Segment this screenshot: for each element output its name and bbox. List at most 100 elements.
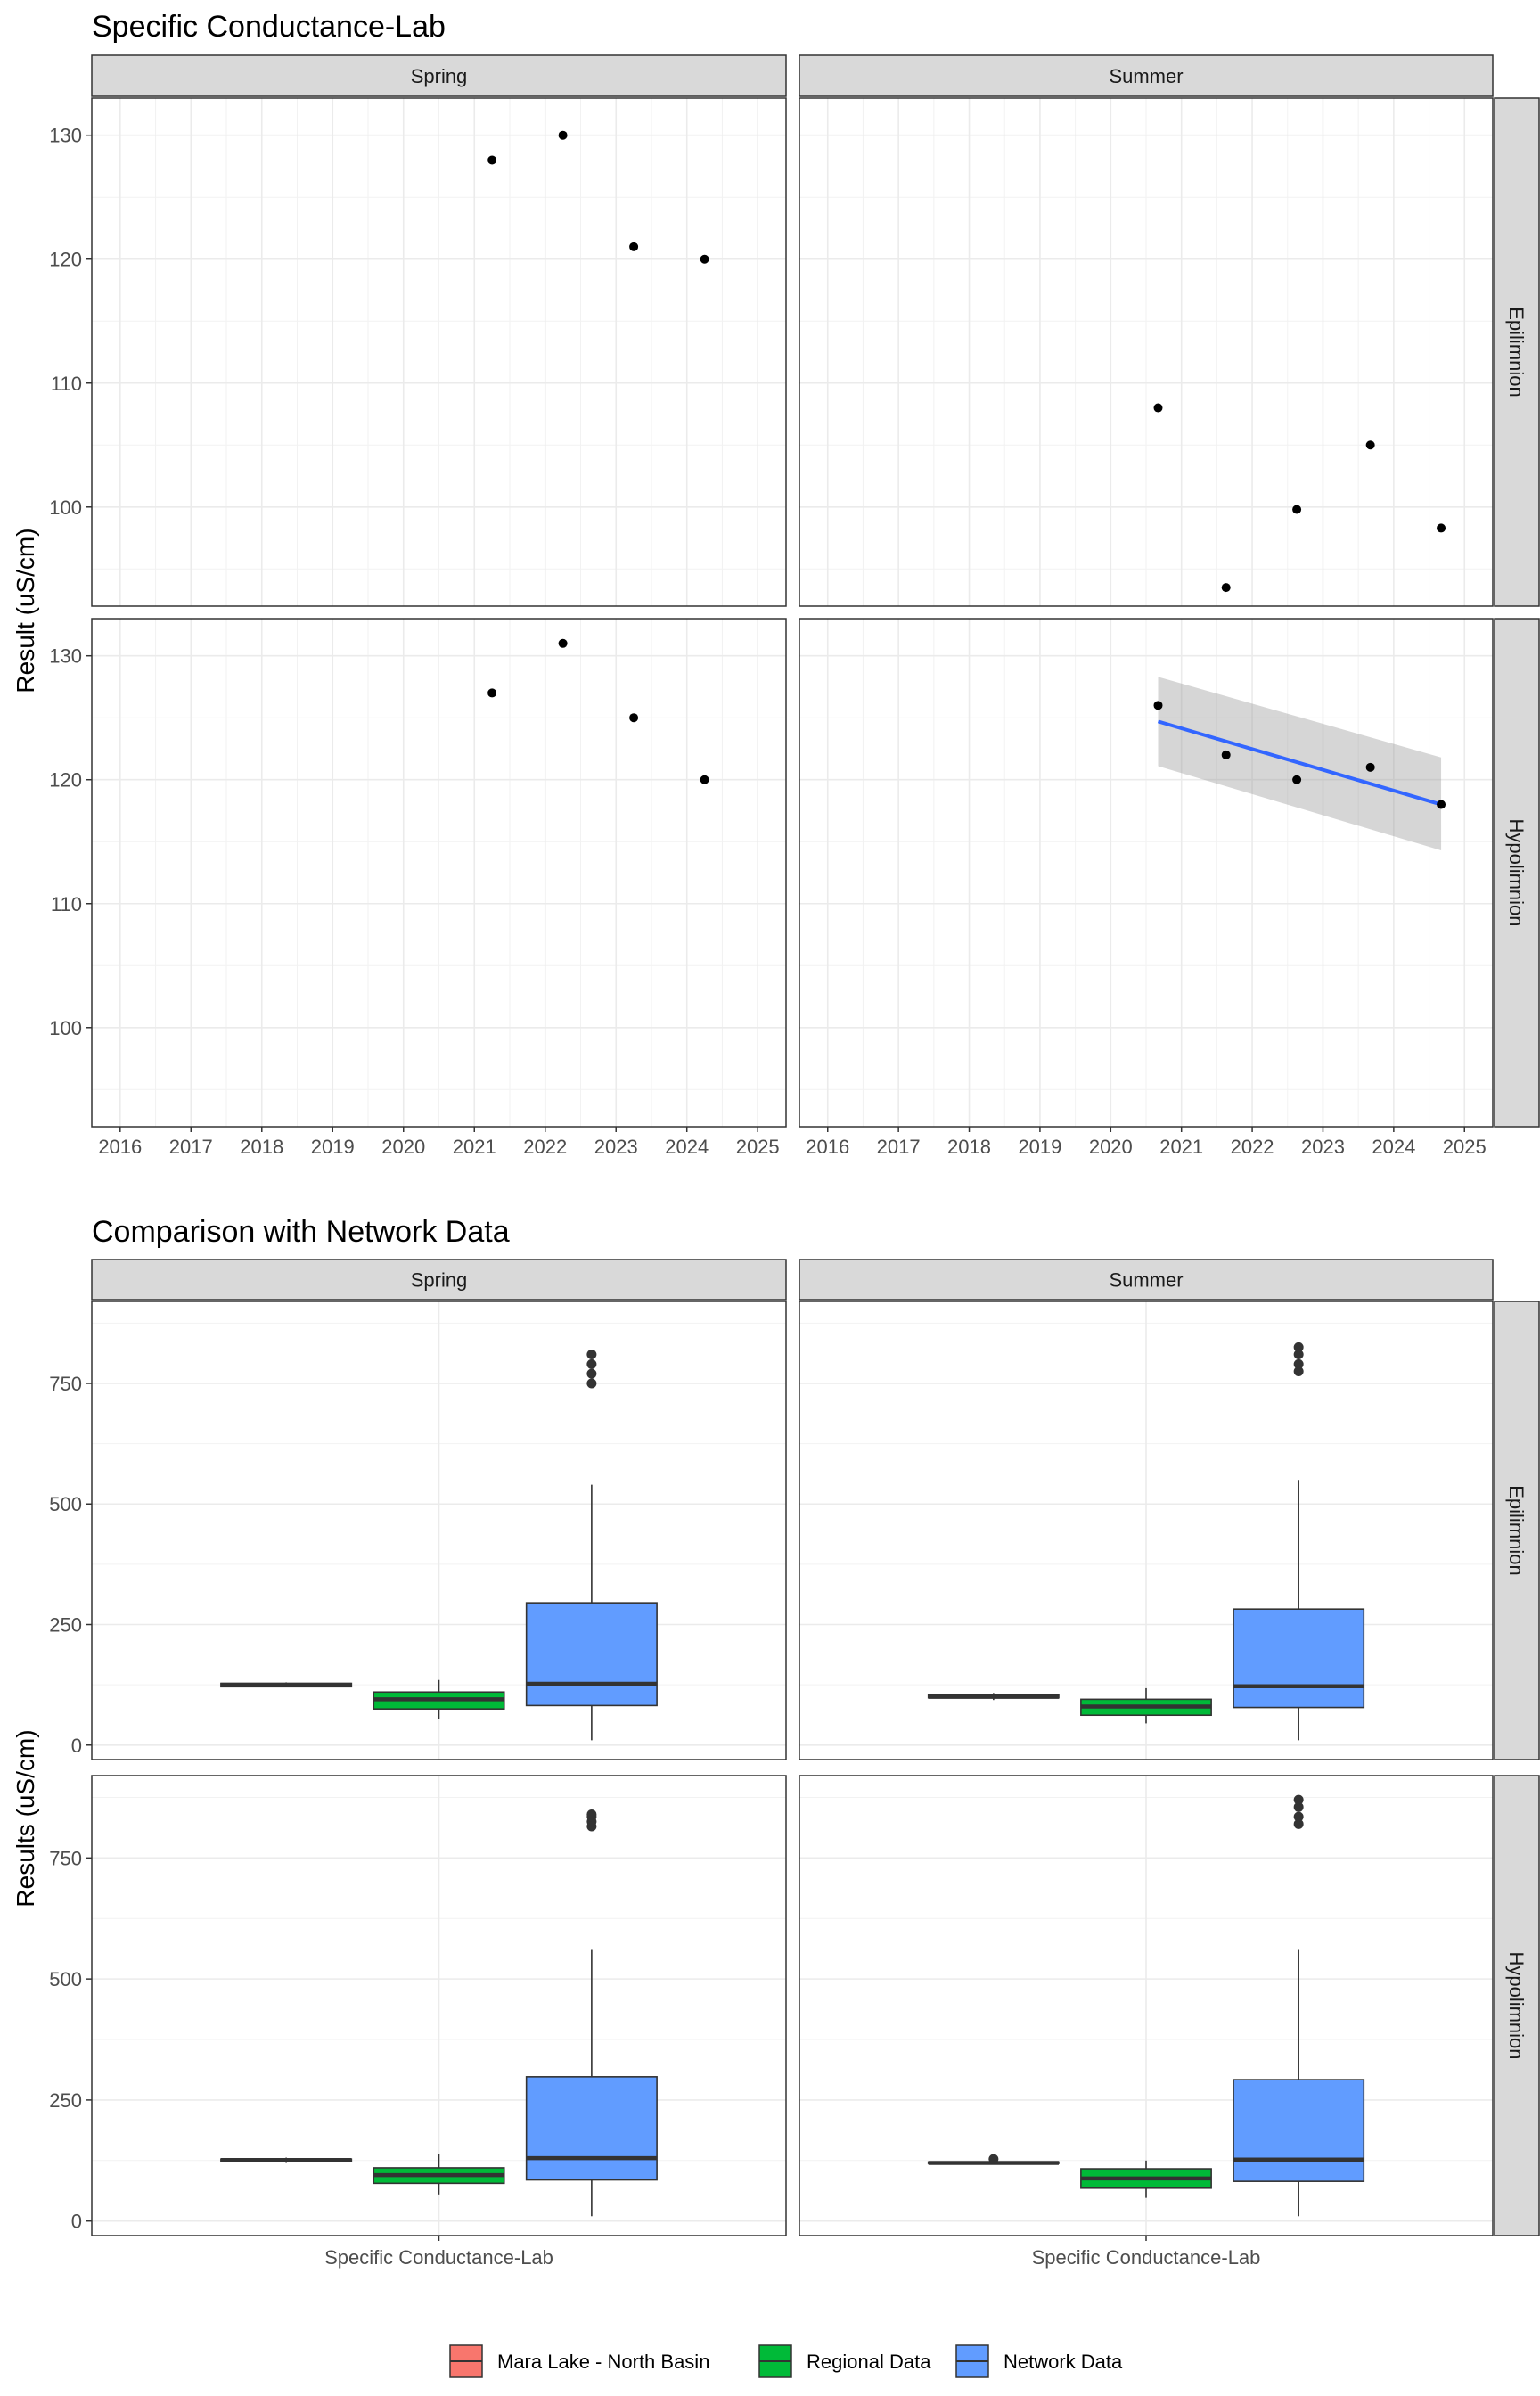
box-outlier [1293, 1794, 1304, 1805]
data-point [558, 130, 568, 140]
panel-border [91, 1301, 787, 1760]
chart1-plot-area: Spring Summer Epilimnion Hypolimnion 100 110 1… [49, 54, 1540, 1158]
data-point [700, 254, 709, 264]
panel-border [91, 618, 787, 1128]
data-point [1437, 523, 1446, 533]
box-outlier [1293, 1811, 1304, 1822]
facet-strip-top-spring [91, 54, 787, 97]
panel-summer-epilimnion [799, 97, 1494, 607]
x-tick-label: 2016 [98, 1136, 142, 1158]
panel-spring-hypolimnion [91, 618, 787, 1128]
box-network [525, 1350, 658, 1741]
legend-label: Regional Data [807, 2351, 931, 2373]
y-tick-label: 110 [51, 373, 82, 395]
y-tick-label: 110 [51, 893, 82, 915]
box-outlier [1293, 1818, 1304, 1829]
data-point [1221, 583, 1231, 593]
y-tick-label: 130 [49, 645, 82, 668]
box-mara-lake [927, 1693, 1060, 1701]
box-regional [1080, 1687, 1212, 1724]
panel-spring-epilimnion [91, 97, 787, 607]
panel-summer-epilimnion [799, 1301, 1494, 1760]
x-tick-label: 2025 [1443, 1136, 1487, 1158]
y-tick-label: 500 [49, 1968, 82, 1990]
y-tick-label: 120 [49, 769, 82, 792]
x-tick-label: 2025 [736, 1136, 780, 1158]
data-point [558, 638, 568, 648]
y-tick-label: 250 [49, 1614, 82, 1637]
x-tick-label: 2022 [523, 1136, 567, 1158]
facet-label-epilimnion: Epilimnion [1505, 307, 1528, 398]
data-point [629, 242, 639, 251]
y-tick-label: 250 [49, 2089, 82, 2112]
facet-label-hypolimnion: Hypolimnion [1505, 818, 1528, 926]
y-tick-label: 100 [49, 496, 82, 519]
data-point [1153, 701, 1163, 710]
box-network [1233, 1342, 1365, 1741]
facet-label-hypolimnion: Hypolimnion [1505, 1951, 1528, 2059]
x-tick-label: 2020 [1089, 1136, 1133, 1158]
box-outlier [586, 1358, 597, 1369]
x-tick-label: 2019 [311, 1136, 355, 1158]
legend-label: Mara Lake - North Basin [497, 2351, 709, 2373]
box-body [525, 1602, 658, 1707]
chart2-y-axis-label: Results (uS/cm) [12, 1729, 39, 1907]
box-network [1233, 1794, 1365, 2217]
x-tick-label: Specific Conductance-Lab [324, 2246, 553, 2269]
box-outlier [1293, 1358, 1304, 1369]
panel-border [799, 1301, 1494, 1760]
box-regional [1080, 2160, 1212, 2198]
data-point [487, 688, 497, 698]
y-tick-label: 130 [49, 125, 82, 147]
y-tick-label: 750 [49, 1373, 82, 1395]
data-point [700, 775, 709, 784]
x-tick-label: 2023 [594, 1136, 638, 1158]
x-tick-label: 2020 [381, 1136, 425, 1158]
x-tick-label: Specific Conductance-Lab [1032, 2246, 1261, 2269]
facet-strip-top-summer [799, 1259, 1494, 1301]
panel-spring-hypolimnion [91, 1775, 787, 2236]
box-network [525, 1809, 658, 2217]
y-tick-label: 120 [49, 249, 82, 271]
legend-item: Regional Data [758, 2344, 931, 2378]
box-outlier [586, 1809, 597, 1819]
facet-label-spring: Spring [411, 1269, 468, 1292]
box-outlier [1293, 1801, 1304, 1812]
data-point [1292, 775, 1302, 784]
box-body [525, 2076, 658, 2181]
box-regional [373, 2154, 505, 2195]
facet-strip-top-spring [91, 1259, 787, 1301]
box-outlier [1293, 1366, 1304, 1376]
y-tick-label: 0 [71, 1735, 82, 1757]
box-outlier [1293, 1342, 1304, 1352]
panel-border [91, 97, 787, 607]
facet-label-epilimnion: Epilimnion [1505, 1485, 1528, 1576]
box-outlier [586, 1350, 597, 1360]
data-point [629, 713, 639, 723]
data-point [1437, 800, 1446, 809]
facet-strip-top-summer [799, 54, 1494, 97]
box-body [1233, 2079, 1365, 2182]
legend-item: Mara Lake - North Basin [449, 2344, 709, 2378]
box-outlier [1293, 1350, 1304, 1360]
chart2-plot-area: Spring Summer Epilimnion Hypolimnion 0 250 500… [49, 1259, 1540, 2269]
panel-summer-hypolimnion [799, 1775, 1494, 2236]
x-tick-label: 2018 [240, 1136, 283, 1158]
y-tick-label: 100 [49, 1017, 82, 1039]
data-point [1365, 762, 1375, 772]
data-point [487, 155, 497, 165]
box-regional [373, 1679, 505, 1719]
legend-label: Network Data [1003, 2351, 1123, 2373]
chart1-y-axis-label: Result (uS/cm) [12, 528, 39, 693]
legend-item: Network Data [955, 2344, 1123, 2378]
facet-strip-side-epilimnion [1494, 97, 1540, 607]
box-mara-lake [927, 2154, 1060, 2165]
data-point [1153, 403, 1163, 413]
y-tick-label: 750 [49, 1847, 82, 1869]
box-outlier [586, 1368, 597, 1379]
facet-strip-side-hypolimnion [1494, 618, 1540, 1128]
x-tick-label: 2017 [169, 1136, 213, 1158]
facet-strip-side-hypolimnion [1494, 1775, 1540, 2236]
trend-line [1157, 719, 1442, 807]
